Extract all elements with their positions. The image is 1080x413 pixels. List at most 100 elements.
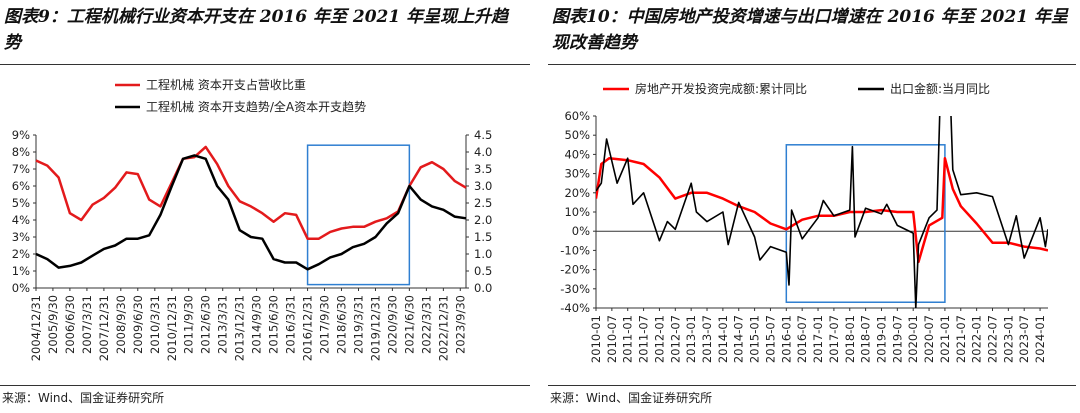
x-tick-label: 2021-07 [954,315,968,363]
y-tick-label-right: 2.5 [474,196,492,210]
highlight-box [785,144,946,303]
y-tick-label: -30% [560,282,590,296]
x-tick-label: 2018/6/30 [334,295,348,354]
y-tick-label: 20% [564,186,590,200]
x-tick-label: 2012-07 [668,315,682,363]
y-tick-label-right: 4.0 [474,145,492,159]
chart-svg: 房地产开发投资完成额:累计同比 出口金额:当月同比 60% 50% 40% 30% 20% 1… [560,81,1048,363]
x-tick-label: 2016-01 [779,315,793,363]
y-tick-label-left: 2% [12,247,30,261]
y-tick-label: -40% [560,301,590,315]
x-tick-label: 2016-07 [795,315,809,363]
x-tick-label: 2008/9/30 [114,295,128,354]
y-tick-label: 10% [564,205,590,219]
y-tick-label: -20% [560,263,590,277]
x-tick-label: 2007/3/31 [80,295,94,354]
x-tick-label: 2022/3/31 [419,295,433,354]
x-tick-label: 2022-07 [985,315,999,363]
y-tick-label-left: 7% [12,162,30,176]
y-tick-label-left: 6% [12,179,30,193]
x-tick-label: 2015-07 [763,315,777,363]
y-tick-label: 50% [564,128,590,142]
x-tick-label: 2011-07 [637,315,651,363]
legend-label: 工程机械 资本开支趋势/全A资本开支趋势 [146,99,366,114]
y-tick-label-left: 1% [12,264,30,278]
x-tick-label: 2018-07 [859,315,873,363]
x-tick-label: 2019/3/31 [352,295,366,354]
y-tick-label-right: 1.0 [474,247,492,261]
source-note: 来源：Wind、国金证券研究所 [2,391,165,405]
x-tick-label: 2009/6/30 [131,295,145,354]
x-tick-label: 2022-01 [970,315,984,363]
y-tick-label-right: 3.5 [474,162,492,176]
x-tick-label: 2021/6/30 [402,295,416,354]
x-tick-label: 2011-01 [621,315,635,363]
x-tick-label: 2006/6/30 [63,295,77,354]
y-tick-label-right: 1.5 [474,230,492,244]
y-tick-label-left: 8% [12,145,30,159]
x-tick-label: 2010-07 [605,315,619,363]
y-tick-label: 30% [564,167,590,181]
x-tick-label: 2023/9/30 [453,295,467,354]
x-tick-label: 2020-07 [922,315,936,363]
series-line-2 [35,154,467,271]
x-tick-label: 2017-01 [811,315,825,363]
x-tick-label: 2023-07 [1017,315,1031,363]
x-tick-label: 2022/12/31 [436,295,450,361]
legend-label: 工程机械 资本开支占营收比重 [146,77,306,92]
source-note: 来源：Wind、国金证券研究所 [550,391,713,405]
x-tick-label: 2014-07 [732,315,746,363]
y-tick-label-right: 4.5 [474,128,492,142]
chart-title: 图表9：工程机械行业资本开支在 2016 年至 2021 年呈现上升趋势 [4,7,509,53]
x-tick-label: 2024-01 [1033,315,1047,363]
x-tick-label: 2015/6/30 [267,295,281,354]
x-tick-label: 2023-01 [1001,315,1015,363]
y-tick-label-right: 2.0 [474,213,492,227]
series-line-1 [35,145,467,240]
x-tick-label: 2020/9/30 [385,295,399,354]
x-tick-label: 2019/12/31 [368,295,382,361]
y-tick-label-right: 3.0 [474,179,492,193]
x-tick-label: 2015-01 [748,315,762,363]
x-tick-label: 2005/9/30 [46,295,60,354]
x-tick-label: 2012-01 [652,315,666,363]
x-tick-label: 2013/12/31 [233,295,247,361]
y-tick-label-right: 0.0 [474,281,492,295]
x-tick-label: 2004/12/31 [29,295,43,361]
x-tick-label: 2013-07 [700,315,714,363]
x-tick-label: 2017/9/30 [317,295,331,354]
y-tick-label: 0% [572,224,590,238]
source-divider [0,385,530,386]
x-tick-label: 2010/3/31 [148,295,162,354]
x-tick-label: 2013-01 [684,315,698,363]
x-tick-label: 2016/3/31 [284,295,298,354]
y-tick-label-left: 5% [12,196,30,210]
y-tick-label-left: 9% [12,128,30,142]
chart-panel-1: 图表9：工程机械行业资本开支在 2016 年至 2021 年呈现上升趋势 工程机… [0,0,534,413]
legend-label: 出口金额:当月同比 [890,81,990,96]
y-tick-label-right: 0.5 [474,264,492,278]
x-tick-label: 2018-01 [843,315,857,363]
y-tick-label-left: 0% [12,281,30,295]
x-tick-label: 2010-01 [589,315,603,363]
highlight-box [306,144,411,286]
x-tick-label: 2007/12/31 [97,295,111,361]
x-tick-label: 2021-01 [938,315,952,363]
y-tick-label-left: 3% [12,230,30,244]
x-tick-label: 2020-01 [906,315,920,363]
y-tick-label: -10% [560,243,590,257]
legend-label: 房地产开发投资完成额:累计同比 [635,81,807,96]
x-tick-label: 2014/9/30 [250,295,264,354]
chart-panel-2: 图表10：中国房地产投资增速与出口增速在 2016 年至 2021 年呈现改善趋… [548,0,1080,413]
x-tick-label: 2013/3/31 [216,295,230,354]
y-tick-label: 60% [564,109,590,123]
y-tick-label: 40% [564,147,590,161]
x-tick-label: 2019-07 [890,315,904,363]
chart-title: 图表10：中国房地产投资增速与出口增速在 2016 年至 2021 年呈现改善趋… [552,7,1068,53]
x-tick-label: 2019-01 [874,315,888,363]
source-divider [548,385,1076,386]
x-tick-label: 2016/12/31 [301,295,315,361]
title-divider [0,64,530,65]
y-tick-label-left: 4% [12,213,30,227]
